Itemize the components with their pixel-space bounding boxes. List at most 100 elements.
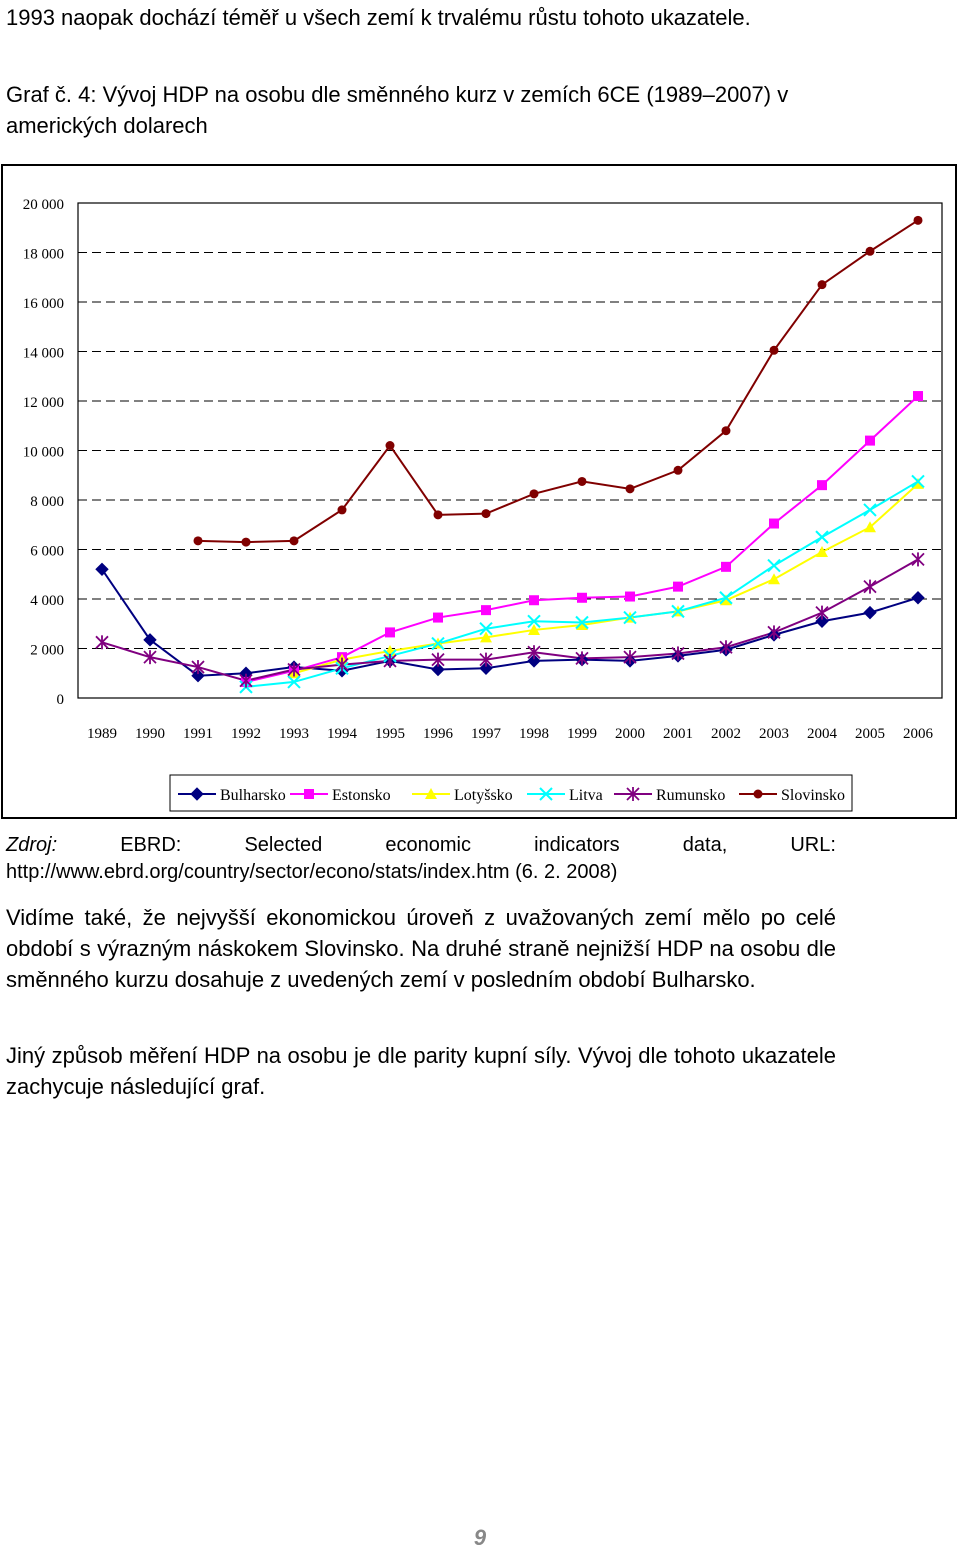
- data-point-slovinsko: [913, 215, 923, 225]
- data-point-slovinsko: [193, 536, 203, 546]
- data-point-lotyssko: [576, 618, 588, 630]
- series-line-bulharsko: [101, 568, 919, 677]
- legend-marker-bulharsko: [190, 787, 204, 801]
- series-line-rumunsko: [101, 558, 919, 682]
- data-point-lotyssko: [816, 545, 828, 557]
- y-tick-label: 18 000: [23, 247, 64, 263]
- data-point-bulharsko: [95, 562, 109, 577]
- data-point-rumunsko: [911, 552, 925, 567]
- data-point-litva: [479, 621, 493, 636]
- y-tick-label: 6 000: [30, 544, 64, 560]
- data-point-litva: [671, 604, 685, 619]
- data-point-estonsko: [673, 581, 683, 592]
- data-point-litva: [287, 675, 301, 689]
- data-point-slovinsko: [385, 441, 395, 451]
- data-point-estonsko: [529, 595, 539, 606]
- data-point-bulharsko: [863, 605, 877, 620]
- legend-marker-estonsko: [304, 789, 314, 799]
- legend-label-rumunsko: Rumunsko: [656, 787, 725, 804]
- source-word: Selected: [244, 834, 323, 856]
- y-tick-label: 4 000: [30, 593, 64, 609]
- data-point-slovinsko: [433, 510, 443, 520]
- paragraph-1: Vidíme také, že nejvyšší ekonomickou úro…: [6, 905, 836, 992]
- series-line-lotyssko: [293, 483, 919, 675]
- legend-box: [169, 774, 853, 812]
- x-tick-label: 1999: [567, 726, 597, 742]
- source-word: URL:: [790, 834, 836, 856]
- data-point-litva: [767, 558, 781, 573]
- data-point-estonsko: [865, 435, 875, 446]
- chart-frame: [1, 164, 957, 819]
- x-tick-label: 1989: [87, 726, 117, 742]
- data-point-rumunsko: [95, 635, 109, 650]
- data-point-litva: [575, 615, 589, 630]
- data-point-slovinsko: [529, 489, 539, 499]
- x-tick-label: 2004: [807, 726, 838, 742]
- plot-area: [77, 202, 943, 699]
- line-chart: 0 2 000 4 000 6 000 8 000 10 000 12 000 14 000 1…: [23, 197, 943, 812]
- data-point-rumunsko: [623, 650, 637, 665]
- x-tick-label: 1995: [375, 726, 405, 742]
- x-tick-label: 2006: [903, 726, 934, 742]
- page-number: 9: [473, 1525, 487, 1550]
- x-tick-label: 1994: [327, 726, 358, 742]
- data-point-slovinsko: [289, 536, 299, 546]
- x-tick-label: 1991: [183, 726, 213, 742]
- data-point-slovinsko: [721, 426, 731, 436]
- data-point-slovinsko: [865, 246, 875, 256]
- data-point-estonsko: [385, 627, 395, 638]
- x-tick-label: 1992: [231, 726, 261, 742]
- legend-label-bulharsko: Bulharsko: [220, 787, 286, 804]
- source-label: Zdroj:: [6, 834, 58, 856]
- data-point-estonsko: [721, 561, 731, 572]
- legend-marker-lotyssko: [425, 788, 437, 799]
- data-point-rumunsko: [239, 673, 253, 688]
- data-point-rumunsko: [287, 662, 301, 677]
- y-tick-label: 0: [57, 692, 65, 708]
- data-point-rumunsko: [527, 645, 541, 660]
- data-point-bulharsko: [479, 661, 493, 676]
- data-point-estonsko: [433, 612, 443, 623]
- data-point-estonsko: [913, 391, 923, 402]
- data-point-bulharsko: [527, 654, 541, 668]
- data-point-bulharsko: [431, 662, 445, 677]
- data-point-slovinsko: [625, 484, 635, 494]
- source-note: Zdroj: EBRD: Selected economic indicators dat…: [6, 832, 836, 886]
- y-tick-label: 20 000: [23, 197, 64, 213]
- data-point-rumunsko: [863, 579, 877, 594]
- data-point-estonsko: [625, 591, 635, 602]
- source-line-1: Zdroj: EBRD: Selected economic indicators dat…: [6, 832, 836, 859]
- data-point-bulharsko: [143, 633, 157, 647]
- legend-label-litva: Litva: [569, 787, 603, 804]
- x-tick-label: 2002: [711, 726, 741, 742]
- data-point-lotyssko: [720, 594, 732, 606]
- data-point-slovinsko: [481, 509, 491, 519]
- intro-text: 1993 naopak dochází téměř u všech zemí k…: [6, 5, 751, 30]
- data-point-litva: [527, 614, 541, 628]
- data-point-bulharsko: [191, 669, 205, 683]
- data-point-estonsko: [817, 480, 827, 491]
- data-point-rumunsko: [191, 660, 205, 675]
- x-tick-label: 1990: [135, 726, 165, 742]
- legend-marker-rumunsko: [626, 787, 640, 801]
- data-point-rumunsko: [671, 646, 685, 661]
- y-tick-label: 12 000: [23, 395, 64, 411]
- chart-caption: Graf č. 4: Vývoj HDP na osobu dle směnné…: [6, 82, 789, 138]
- y-tick-label: 16 000: [23, 296, 64, 312]
- data-point-rumunsko: [479, 652, 493, 667]
- data-point-lotyssko: [768, 573, 780, 585]
- data-point-slovinsko: [337, 505, 347, 515]
- data-point-bulharsko: [911, 591, 925, 605]
- data-point-rumunsko: [719, 640, 733, 655]
- legend-marker-litva: [539, 787, 553, 801]
- data-point-estonsko: [769, 518, 779, 529]
- data-point-litva: [719, 591, 733, 605]
- legend-label-slovinsko: Slovinsko: [781, 787, 845, 804]
- data-point-bulharsko: [815, 614, 829, 628]
- data-point-lotyssko: [864, 521, 876, 533]
- data-point-litva: [623, 610, 637, 625]
- data-point-rumunsko: [335, 657, 349, 672]
- x-tick-label: 2005: [855, 726, 885, 742]
- x-tick-label: 1998: [519, 726, 549, 742]
- paragraph-2: Jiný způsob měření HDP na osobu je dle p…: [6, 1043, 836, 1099]
